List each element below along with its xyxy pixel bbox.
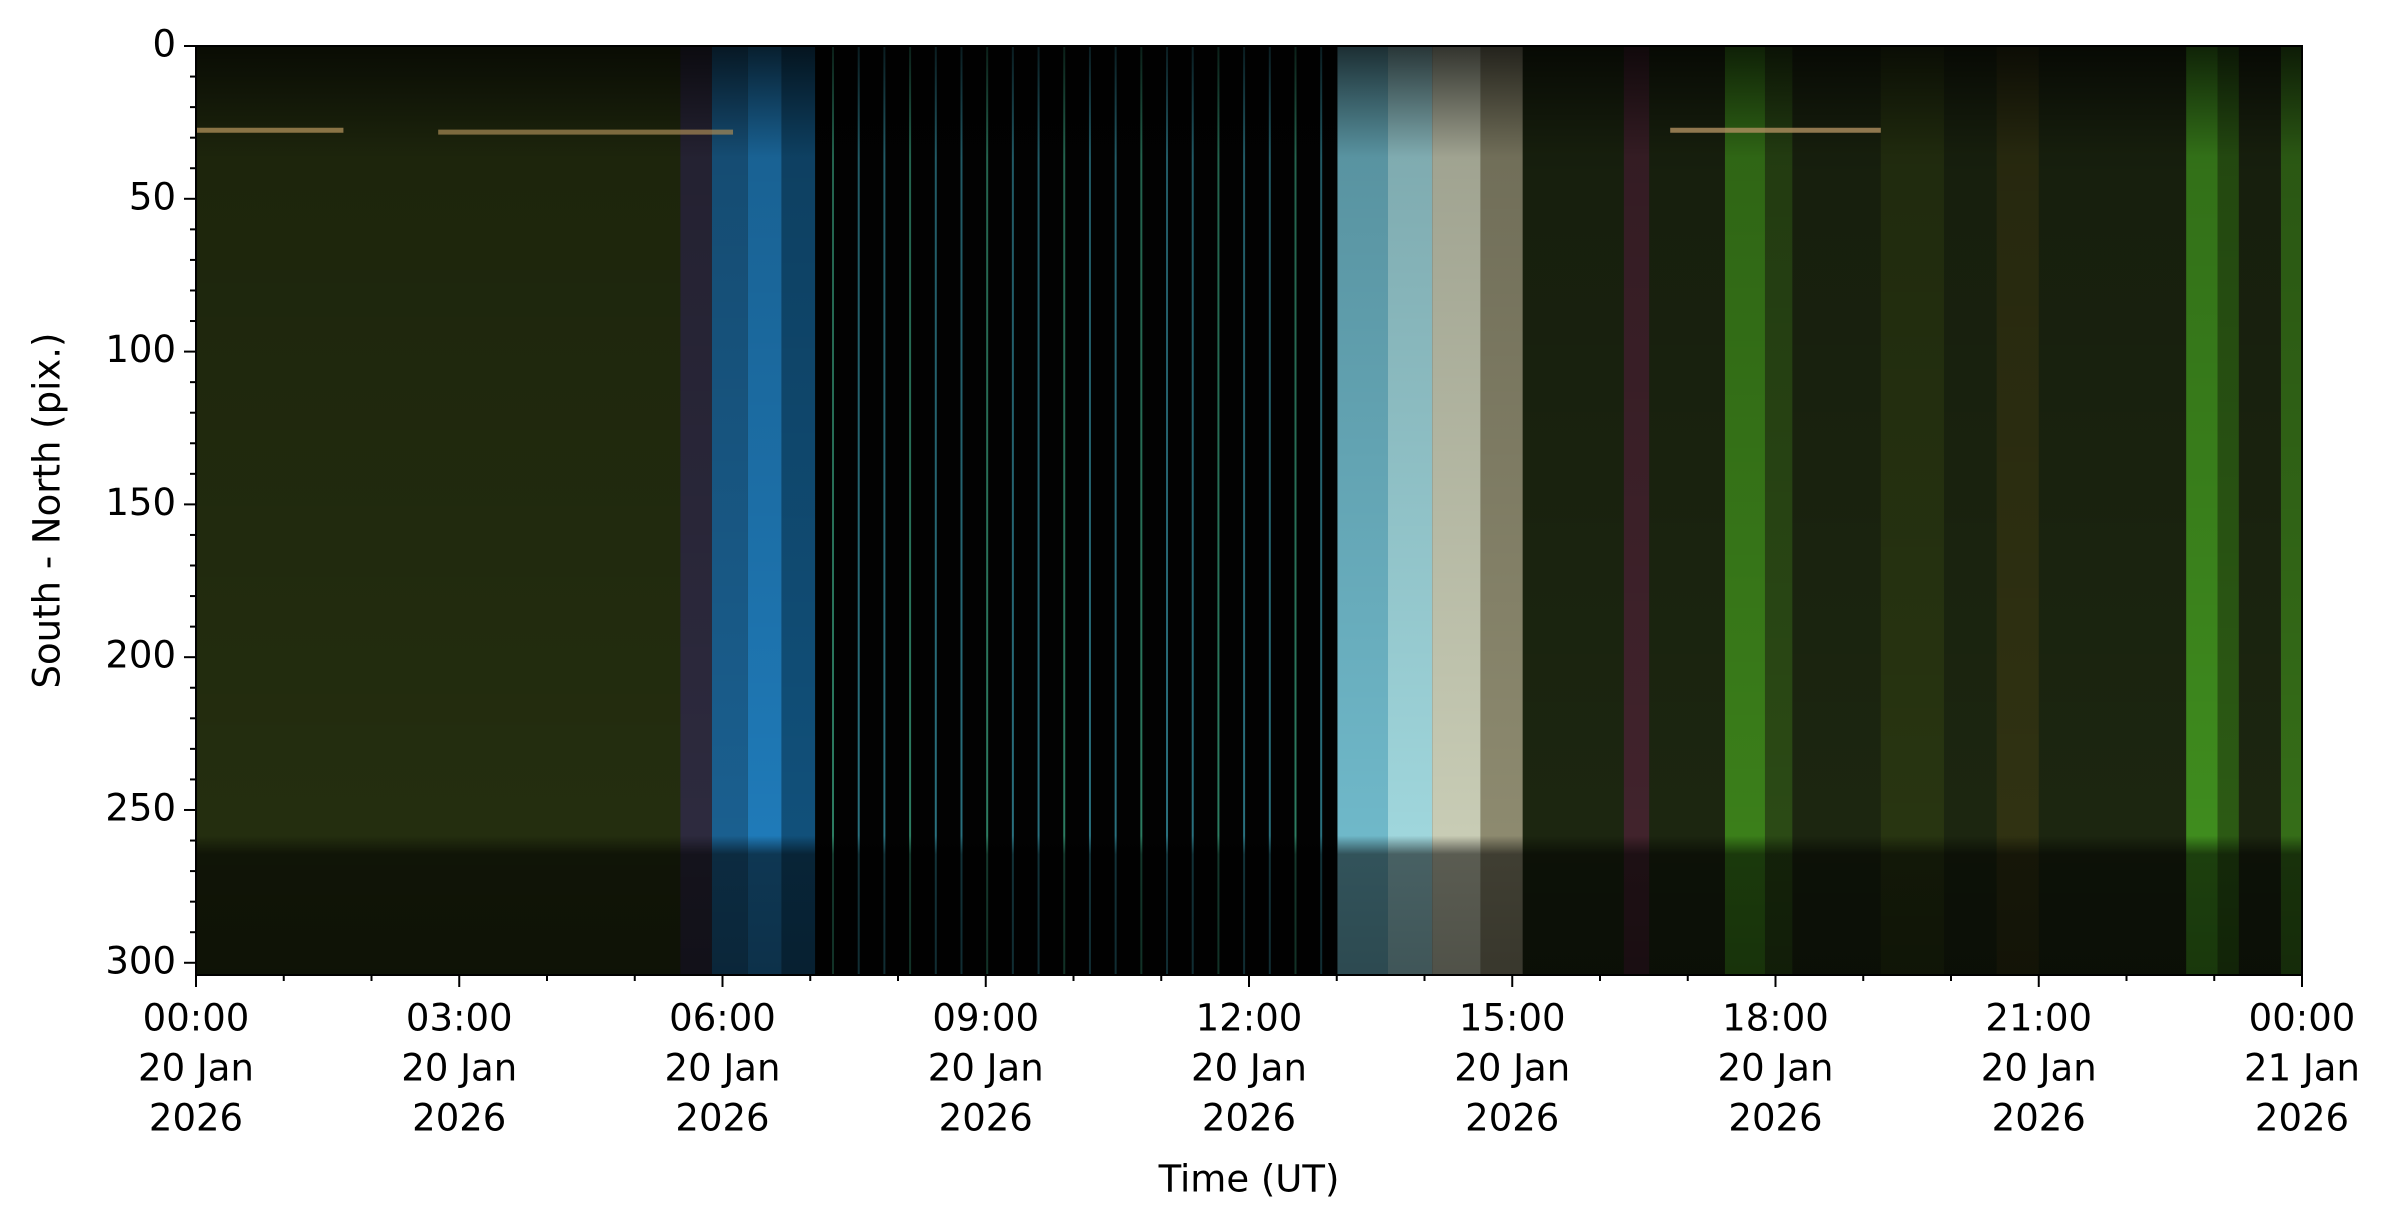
x-tick-label: 2026 xyxy=(1728,1097,1822,1140)
x-tick-label: 2026 xyxy=(675,1097,769,1140)
keogram-streak xyxy=(438,129,734,135)
x-tick-label: 18:00 xyxy=(1722,997,1829,1040)
x-tick-label: 20 Jan xyxy=(138,1047,254,1090)
y-tick-label: 250 xyxy=(105,786,176,829)
x-tick-label: 03:00 xyxy=(406,997,513,1040)
x-tick-label: 21:00 xyxy=(1985,997,2092,1040)
x-tick-label: 21 Jan xyxy=(2244,1047,2360,1090)
x-tick-label: 20 Jan xyxy=(1981,1047,2097,1090)
y-tick-label: 50 xyxy=(129,175,176,218)
keogram-streak xyxy=(1670,127,1881,133)
x-tick-label: 2026 xyxy=(412,1097,506,1140)
y-tick-label: 100 xyxy=(105,328,176,371)
x-tick-label: 09:00 xyxy=(932,997,1039,1040)
keogram-shade xyxy=(196,46,2302,975)
x-tick-label: 2026 xyxy=(149,1097,243,1140)
x-tick-label: 20 Jan xyxy=(401,1047,517,1090)
x-tick-label: 00:00 xyxy=(2249,997,2356,1040)
y-tick-label: 200 xyxy=(105,634,176,677)
x-tick-label: 20 Jan xyxy=(665,1047,781,1090)
y-tick-label: 300 xyxy=(105,939,176,982)
keogram-image xyxy=(196,46,2302,975)
x-tick-label: 20 Jan xyxy=(1718,1047,1834,1090)
x-axis-label: Time (UT) xyxy=(1158,1158,1340,1201)
x-tick-label: 15:00 xyxy=(1459,997,1566,1040)
keogram-streak xyxy=(196,127,344,133)
x-tick-label: 2026 xyxy=(939,1097,1033,1140)
x-tick-label: 06:00 xyxy=(669,997,776,1040)
x-tick-label: 20 Jan xyxy=(1454,1047,1570,1090)
y-axis-label: South - North (pix.) xyxy=(26,333,69,689)
x-tick-label: 20 Jan xyxy=(1191,1047,1307,1090)
x-tick-label: 12:00 xyxy=(1196,997,1303,1040)
x-tick-label: 20 Jan xyxy=(928,1047,1044,1090)
x-tick-label: 00:00 xyxy=(143,997,250,1040)
x-tick-label: 2026 xyxy=(2255,1097,2349,1140)
y-tick-label: 150 xyxy=(105,481,176,524)
x-tick-label: 2026 xyxy=(1465,1097,1559,1140)
x-tick-label: 2026 xyxy=(1202,1097,1296,1140)
y-tick-label: 0 xyxy=(152,23,176,66)
x-tick-label: 2026 xyxy=(1992,1097,2086,1140)
